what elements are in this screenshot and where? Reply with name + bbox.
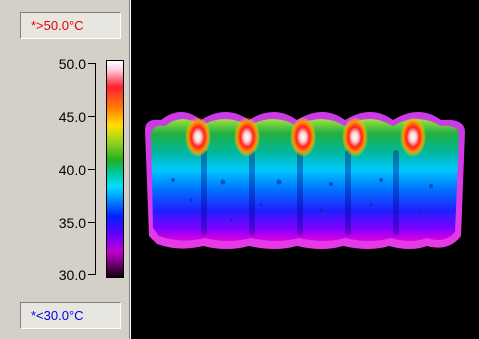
tick-mark xyxy=(88,222,96,223)
thermal-image-view[interactable] xyxy=(131,0,479,339)
color-scale-bar xyxy=(106,60,124,278)
tick-label-40: 40.0 xyxy=(58,162,86,178)
max-temperature-box[interactable]: *>50.0°C xyxy=(20,12,121,39)
tick-mark xyxy=(88,169,96,170)
tick-label-50: 50.0 xyxy=(58,56,86,72)
tick-mark xyxy=(88,116,96,117)
scale-axis-line xyxy=(95,63,96,275)
tick-mark xyxy=(88,274,96,275)
tick-label-45: 45.0 xyxy=(58,109,86,125)
thermal-battery-image xyxy=(145,112,465,249)
temperature-scale-panel: *>50.0°C 50.0 45.0 40.0 35.0 30.0 *<30.0… xyxy=(0,0,130,339)
tick-label-35: 35.0 xyxy=(58,215,86,231)
min-temperature-box[interactable]: *<30.0°C xyxy=(20,302,121,329)
tick-label-30: 30.0 xyxy=(58,267,86,283)
tick-mark xyxy=(88,63,96,64)
